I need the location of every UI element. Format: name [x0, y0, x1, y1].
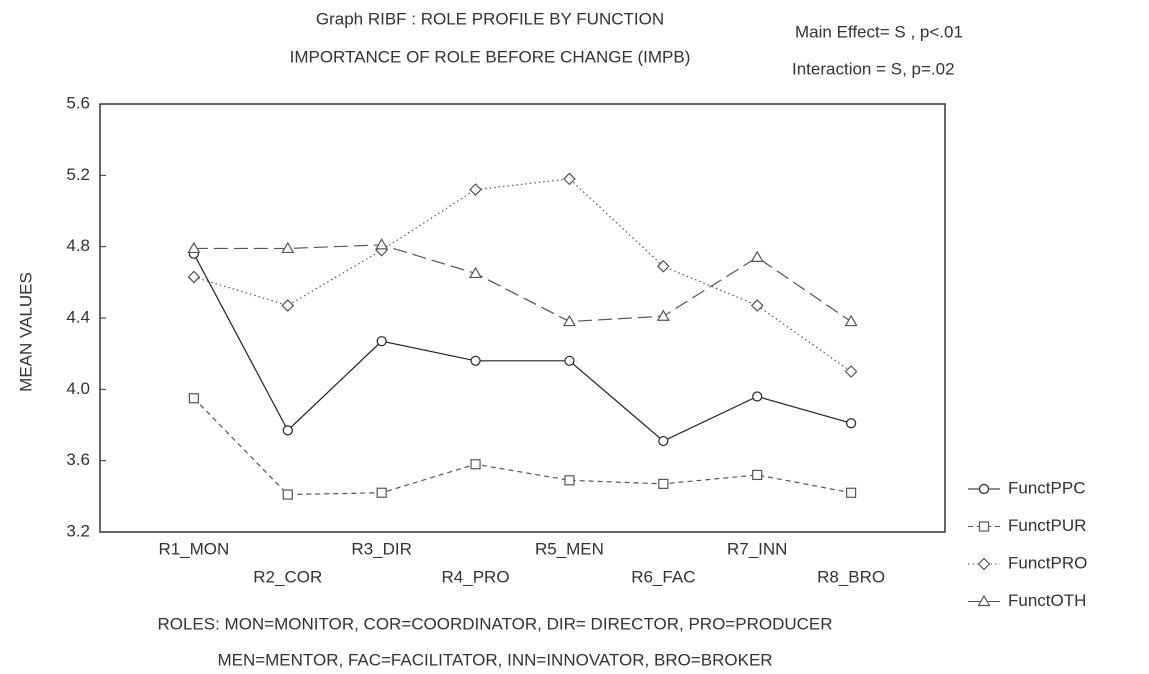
y-tick-label: 3.2	[66, 521, 90, 540]
marker	[656, 259, 670, 273]
y-axis-label: MEAN VALUES	[16, 272, 35, 392]
marker	[752, 391, 763, 402]
y-tick-label: 5.2	[66, 165, 90, 184]
footnote: ROLES: MON=MONITOR, COR=COORDINATOR, DIR…	[157, 614, 832, 633]
chart-subtitle: IMPORTANCE OF ROLE BEFORE CHANGE (IMPB)	[290, 47, 691, 66]
annotation: Main Effect= S , p<.01	[795, 22, 963, 41]
marker	[658, 435, 669, 447]
marker	[844, 314, 858, 327]
x-tick-label: R5_MEN	[535, 539, 604, 558]
marker	[187, 241, 201, 254]
legend-marker	[977, 557, 991, 571]
y-tick-label: 5.6	[66, 93, 90, 112]
marker	[563, 172, 576, 186]
series-line	[193, 244, 852, 323]
x-tick-label: R8_BRO	[817, 567, 885, 586]
x-tick-label: R2_COR	[253, 567, 322, 586]
legend-label: FunctOTH	[1008, 591, 1086, 610]
chart-title: Graph RIBF : ROLE PROFILE BY FUNCTION	[316, 9, 664, 28]
marker	[562, 314, 576, 327]
marker	[282, 425, 293, 436]
footnote: MEN=MENTOR, FAC=FACILITATOR, INN=INNOVAT…	[217, 650, 772, 669]
marker	[656, 309, 670, 321]
marker	[375, 238, 389, 250]
x-tick-label: R3_DIR	[351, 539, 411, 558]
series-line	[193, 178, 852, 372]
series-line	[193, 397, 852, 496]
y-tick-label: 4.8	[66, 236, 90, 255]
marker	[846, 487, 857, 498]
marker	[281, 241, 295, 254]
plot-frame	[99, 103, 946, 533]
legend-label: FunctPPC	[1008, 478, 1085, 497]
x-tick-label: R6_FAC	[631, 567, 695, 586]
marker	[376, 487, 387, 498]
marker	[564, 475, 575, 486]
marker	[564, 355, 575, 366]
marker	[750, 250, 764, 262]
legend-marker	[977, 594, 991, 607]
marker	[846, 418, 857, 429]
x-tick-label: R7_INN	[727, 539, 787, 558]
series-line	[193, 253, 852, 442]
annotation: Interaction = S, p=.02	[792, 59, 955, 78]
marker	[188, 393, 199, 404]
marker	[844, 365, 858, 378]
marker	[376, 336, 387, 347]
marker	[281, 299, 295, 312]
marker	[469, 183, 482, 196]
marker	[470, 355, 481, 366]
marker	[470, 459, 481, 470]
marker	[750, 299, 764, 312]
legend-label: FunctPUR	[1008, 516, 1086, 535]
marker	[187, 270, 201, 284]
marker	[752, 469, 763, 481]
x-tick-label: R1_MON	[158, 539, 229, 558]
marker	[469, 266, 483, 279]
y-tick-label: 4.0	[66, 379, 90, 398]
legend-marker	[978, 483, 990, 495]
legend-label: FunctPRO	[1008, 553, 1087, 572]
legend-marker	[978, 521, 990, 532]
marker	[658, 478, 669, 489]
marker	[282, 489, 293, 500]
y-tick-label: 4.4	[66, 307, 90, 326]
x-tick-label: R4_PRO	[442, 567, 510, 586]
y-tick-label: 3.6	[66, 450, 90, 469]
